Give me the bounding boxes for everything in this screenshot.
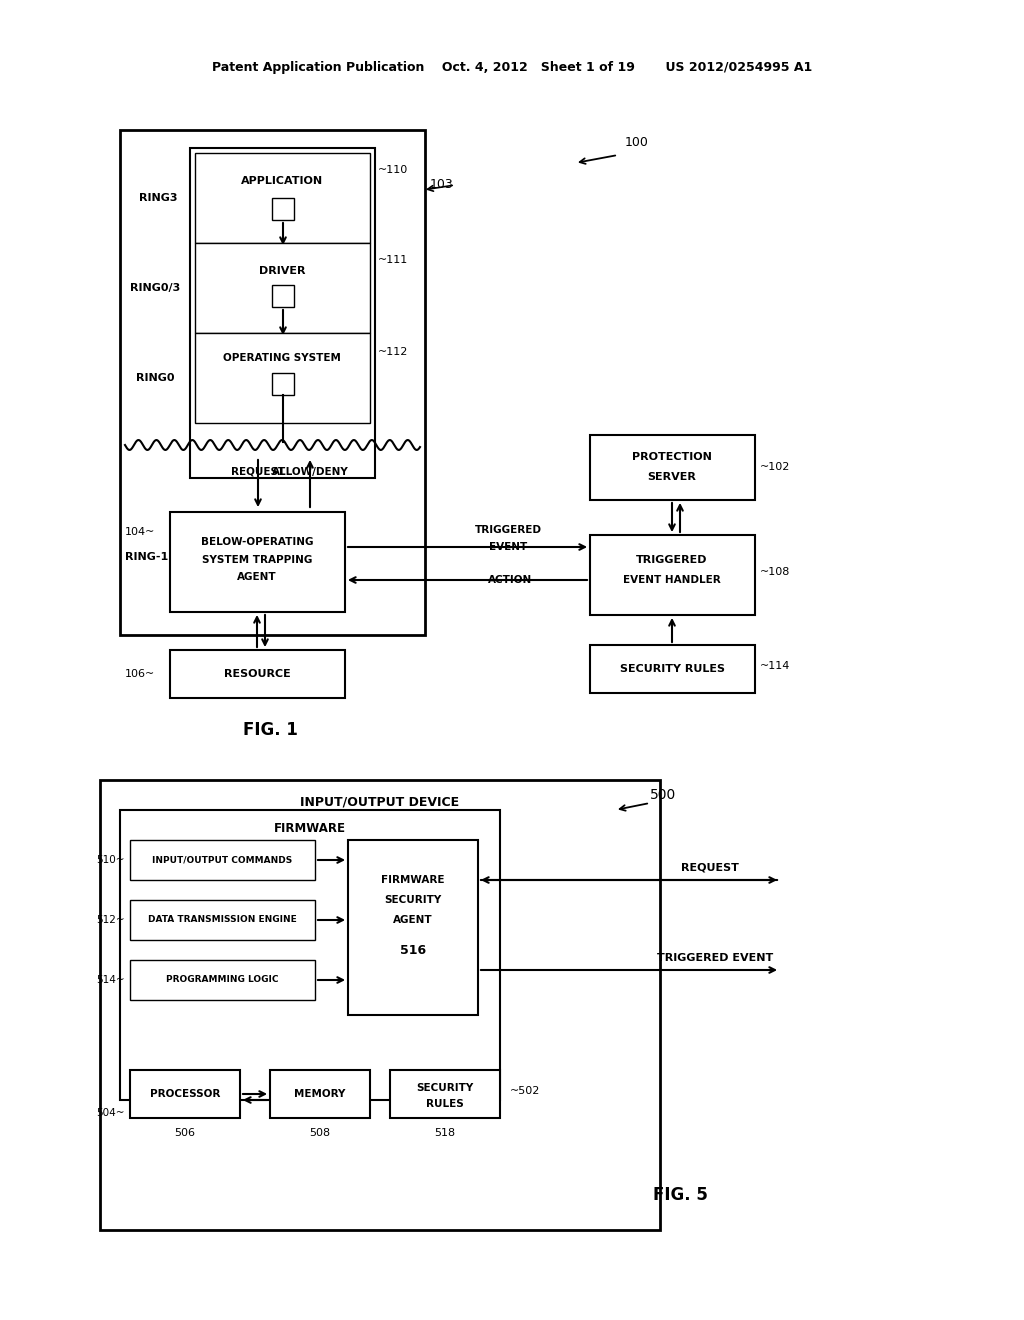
Text: ALLOW/DENY: ALLOW/DENY	[271, 467, 348, 477]
Text: 512~: 512~	[96, 915, 125, 925]
Text: ~114: ~114	[760, 661, 791, 671]
Bar	[590, 645, 755, 693]
Bar	[100, 780, 660, 1230]
Text: ~108: ~108	[760, 568, 791, 577]
Text: 103: 103	[430, 178, 454, 191]
Text: FIRMWARE: FIRMWARE	[274, 821, 346, 834]
Text: 500: 500	[650, 788, 676, 803]
Text: 506: 506	[174, 1129, 196, 1138]
Text: PROGRAMMING LOGIC: PROGRAMMING LOGIC	[166, 975, 279, 985]
Text: ~112: ~112	[378, 347, 409, 356]
Bar	[195, 243, 370, 333]
Bar	[130, 1071, 240, 1118]
Bar	[170, 649, 345, 698]
Text: 514~: 514~	[96, 975, 125, 985]
Text: DRIVER: DRIVER	[259, 267, 305, 276]
Text: INPUT/OUTPUT COMMANDS: INPUT/OUTPUT COMMANDS	[152, 855, 292, 865]
Bar	[272, 285, 294, 308]
Text: BELOW-OPERATING: BELOW-OPERATING	[201, 537, 313, 546]
Bar	[195, 333, 370, 422]
Text: 518: 518	[434, 1129, 456, 1138]
Bar	[390, 1071, 500, 1118]
Text: DATA TRANSMISSION ENGINE: DATA TRANSMISSION ENGINE	[147, 916, 296, 924]
Text: SYSTEM TRAPPING: SYSTEM TRAPPING	[202, 554, 312, 565]
Text: 510~: 510~	[96, 855, 125, 865]
Bar	[195, 153, 370, 243]
Bar	[170, 512, 345, 612]
Text: PROTECTION: PROTECTION	[632, 451, 712, 462]
Bar	[130, 840, 315, 880]
Text: RING3: RING3	[138, 193, 177, 203]
Text: RING0: RING0	[136, 374, 174, 383]
Text: ACTION: ACTION	[487, 576, 532, 585]
Text: TRIGGERED: TRIGGERED	[474, 525, 542, 535]
Bar	[590, 436, 755, 500]
Text: FIG. 1: FIG. 1	[243, 721, 297, 739]
Text: EVENT HANDLER: EVENT HANDLER	[624, 576, 721, 585]
Text: SECURITY: SECURITY	[384, 895, 441, 906]
Bar	[120, 129, 425, 635]
Text: ~110: ~110	[378, 165, 409, 176]
Text: RULES: RULES	[426, 1100, 464, 1109]
Text: ~502: ~502	[510, 1086, 541, 1096]
Text: AGENT: AGENT	[393, 915, 433, 925]
Text: 504~: 504~	[96, 1107, 125, 1118]
Text: MEMORY: MEMORY	[294, 1089, 346, 1100]
Text: RESOURCE: RESOURCE	[223, 669, 291, 678]
Text: SECURITY: SECURITY	[417, 1082, 474, 1093]
Text: SERVER: SERVER	[647, 473, 696, 482]
Text: 516: 516	[400, 944, 426, 957]
Bar	[120, 810, 500, 1100]
Text: TRIGGERED: TRIGGERED	[636, 554, 708, 565]
Text: INPUT/OUTPUT DEVICE: INPUT/OUTPUT DEVICE	[300, 796, 460, 808]
Bar	[130, 900, 315, 940]
Text: 508: 508	[309, 1129, 331, 1138]
Bar	[590, 535, 755, 615]
Text: PROCESSOR: PROCESSOR	[150, 1089, 220, 1100]
Text: RING0/3: RING0/3	[130, 282, 180, 293]
Text: Patent Application Publication    Oct. 4, 2012   Sheet 1 of 19       US 2012/025: Patent Application Publication Oct. 4, 2…	[212, 62, 812, 74]
Text: OPERATING SYSTEM: OPERATING SYSTEM	[223, 352, 341, 363]
Text: 104~: 104~	[125, 527, 156, 537]
Bar	[130, 960, 315, 1001]
Bar	[272, 198, 294, 220]
Text: REQUEST: REQUEST	[681, 863, 739, 873]
Bar	[272, 374, 294, 395]
Text: FIRMWARE: FIRMWARE	[381, 875, 444, 884]
Text: AGENT: AGENT	[238, 572, 276, 582]
Text: ~111: ~111	[378, 255, 409, 265]
Text: 100: 100	[625, 136, 649, 149]
Text: ~102: ~102	[760, 462, 791, 473]
Text: REQUEST: REQUEST	[230, 467, 285, 477]
Bar	[348, 840, 478, 1015]
Bar	[270, 1071, 370, 1118]
Text: SECURITY RULES: SECURITY RULES	[620, 664, 725, 675]
Text: EVENT: EVENT	[488, 543, 527, 552]
Text: FIG. 5: FIG. 5	[652, 1185, 708, 1204]
Text: TRIGGERED EVENT: TRIGGERED EVENT	[656, 953, 773, 964]
Text: APPLICATION: APPLICATION	[241, 176, 323, 186]
Text: 106~: 106~	[125, 669, 156, 678]
Text: RING-1: RING-1	[125, 552, 168, 562]
Bar	[190, 148, 375, 478]
